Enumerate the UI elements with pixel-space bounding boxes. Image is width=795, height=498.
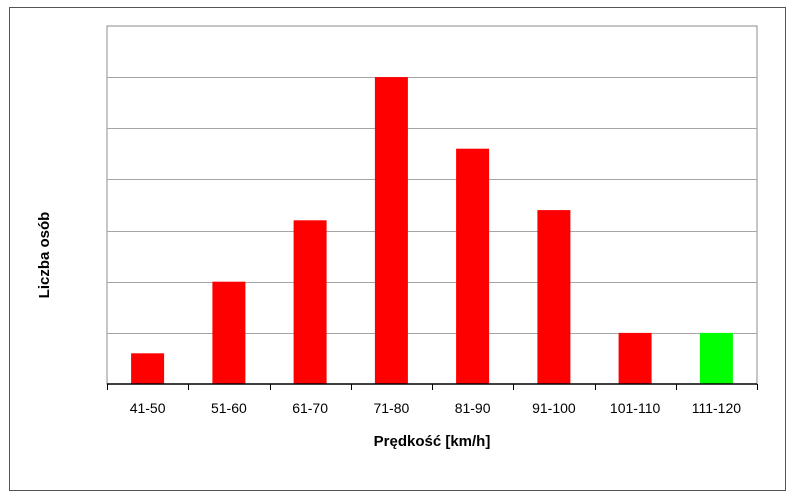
x-tick-label: 51-60 — [211, 400, 247, 416]
bar-41-50 — [131, 353, 165, 384]
bar-111-120 — [699, 332, 733, 384]
y-axis-title: Liczba osób — [36, 212, 53, 299]
bar-71-80 — [374, 77, 408, 384]
x-tick-label: 61-70 — [292, 400, 328, 416]
bar-51-60 — [212, 281, 246, 384]
x-tick-label: 91-100 — [532, 400, 576, 416]
bars — [131, 77, 733, 384]
x-tick-labels: 41-50 51-60 61-70 71-80 81-90 91-100 101-110 11… — [130, 400, 742, 416]
x-axis — [107, 383, 758, 390]
bar-91-100 — [537, 210, 571, 384]
plot-area — [106, 25, 758, 385]
x-axis-title: Prędkość [km/h] — [374, 433, 491, 450]
x-tick-label: 111-120 — [692, 400, 742, 416]
bar-61-70 — [293, 220, 327, 384]
x-tick-label: 41-50 — [130, 400, 166, 416]
x-tick-label: 101-110 — [610, 400, 661, 416]
bar-101-110 — [618, 332, 652, 384]
x-tick-label: 71-80 — [373, 400, 409, 416]
x-tick-label: 81-90 — [455, 400, 491, 416]
bar-81-90 — [456, 148, 490, 384]
